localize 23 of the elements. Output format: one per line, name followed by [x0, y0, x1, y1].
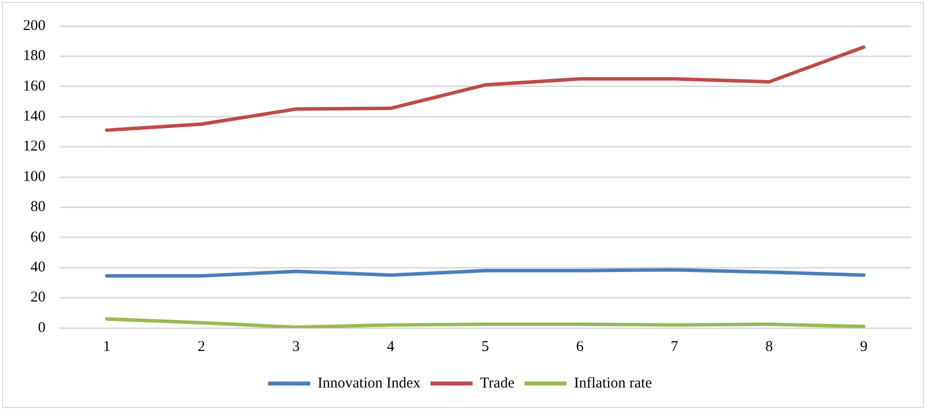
- y-tick-label: 80: [30, 199, 46, 216]
- x-tick-label: 9: [860, 338, 868, 355]
- y-tick-label: 160: [23, 78, 46, 94]
- y-tick-label: 60: [30, 229, 46, 246]
- y-tick-label: 180: [23, 48, 46, 64]
- y-tick-label: 40: [30, 260, 46, 276]
- x-tick-label: 3: [292, 338, 300, 355]
- x-tick-label: 7: [670, 338, 679, 355]
- x-tick-label: 4: [386, 338, 395, 355]
- y-tick-label: 200: [23, 18, 46, 34]
- y-tick-label: 20: [30, 290, 46, 306]
- legend-label: Trade: [480, 375, 515, 392]
- legend-label: Inflation rate: [574, 375, 652, 392]
- y-tick-label: 100: [23, 168, 46, 185]
- y-tick-label: 120: [23, 138, 46, 155]
- x-tick-label: 8: [765, 338, 773, 355]
- legend-label: Innovation Index: [318, 375, 422, 392]
- y-tick-label: 0: [38, 320, 46, 336]
- x-tick-label: 1: [103, 338, 111, 355]
- x-tick-label: 6: [576, 338, 584, 355]
- y-tick-label: 140: [23, 108, 46, 125]
- x-tick-label: 5: [482, 338, 489, 355]
- x-tick-label: 2: [198, 338, 206, 355]
